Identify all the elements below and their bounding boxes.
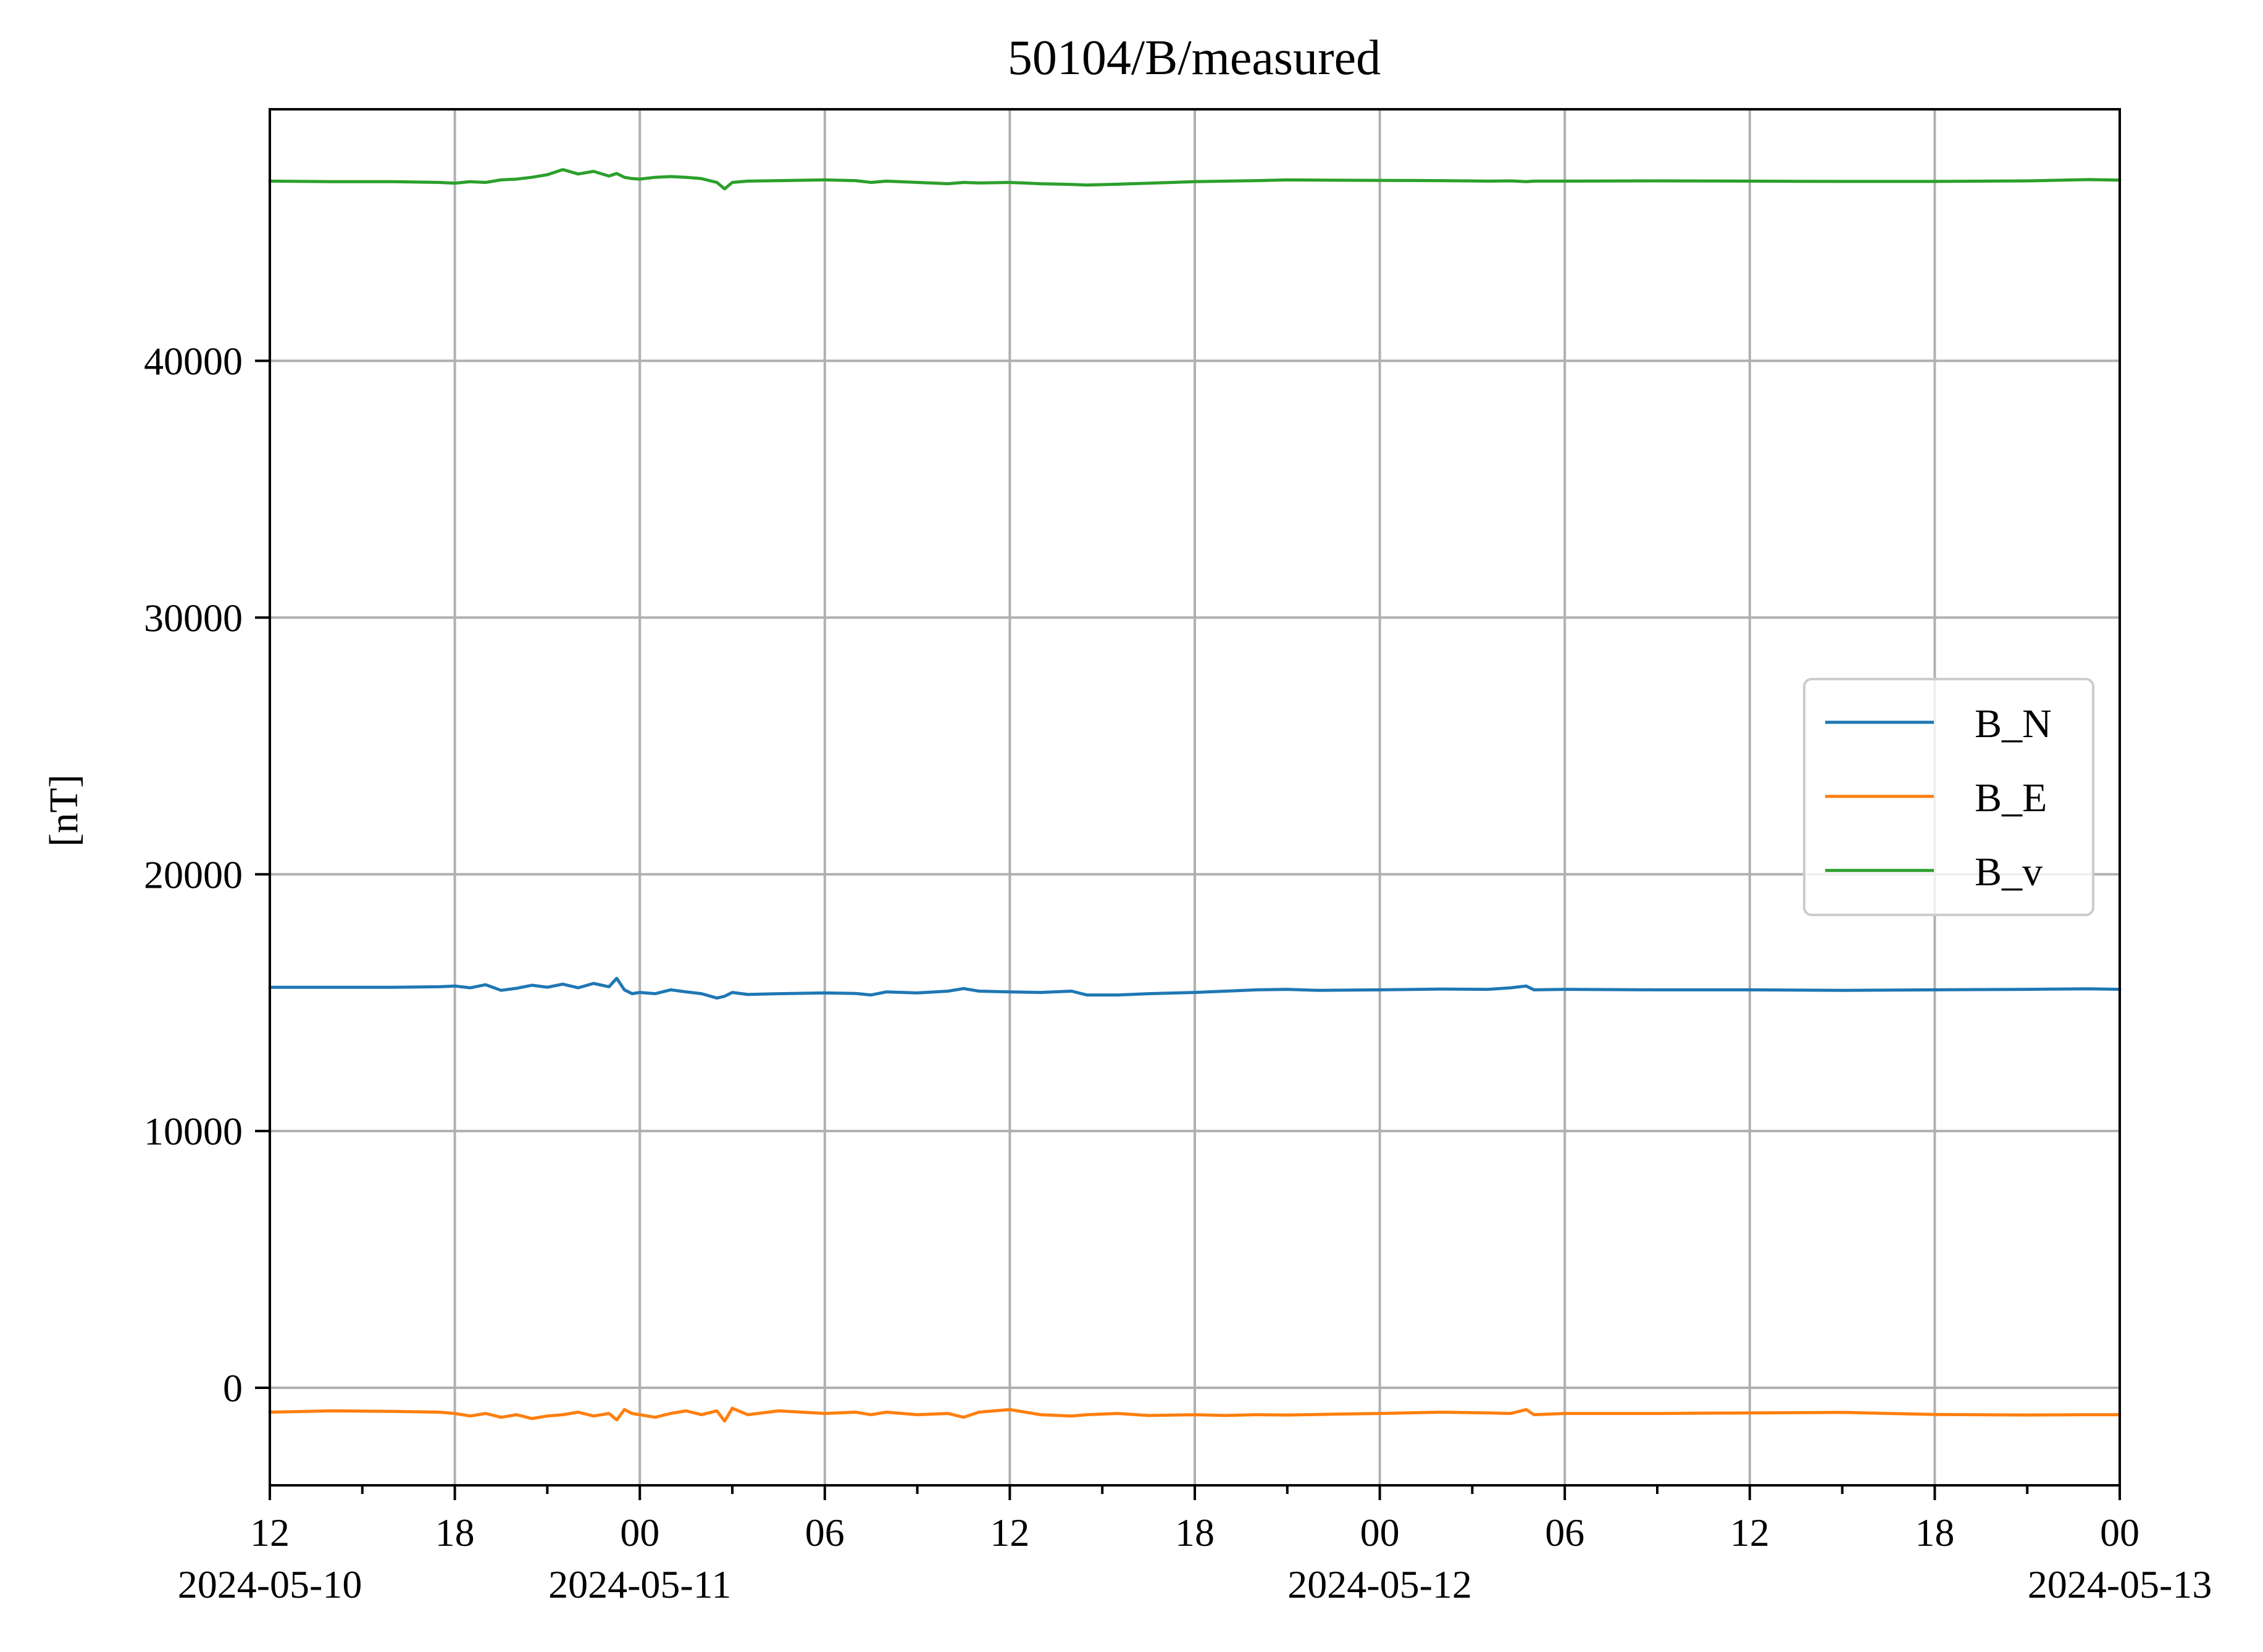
series-line-b-e	[268, 1406, 2122, 1423]
series-line-b-v	[268, 168, 2122, 191]
x-tick-label: 06	[1545, 1511, 1584, 1554]
x-tick-date-label: 2024-05-12	[1287, 1562, 1472, 1606]
legend-label-b-e: B_E	[1975, 775, 2047, 820]
x-tick-label: 18	[1915, 1511, 1954, 1554]
axis-ticks: 12 2024-05-10 18 00 2024-05-11 06 12 18 00 2024-0…	[144, 340, 2212, 1606]
x-tick-label: 00	[2100, 1511, 2140, 1554]
x-tick-date-label: 2024-05-13	[2028, 1562, 2212, 1606]
y-axis-label: [nT]	[41, 774, 86, 846]
legend: B_N B_E B_v	[1803, 678, 2094, 916]
x-tick-label: 00	[620, 1511, 659, 1554]
x-tick-label: 00	[1360, 1511, 1400, 1554]
x-tick-label: 18	[1175, 1511, 1215, 1554]
y-tick-label: 20000	[144, 853, 243, 896]
y-tick-label: 0	[223, 1366, 243, 1410]
y-tick-label: 40000	[144, 340, 243, 383]
x-tick-label: 12	[1730, 1511, 1770, 1554]
series-lines	[268, 168, 2122, 1423]
x-tick-label: 06	[805, 1511, 845, 1554]
x-tick-label: 18	[435, 1511, 475, 1554]
chart-title: 50104/B/measured	[1008, 31, 1381, 85]
series-line-b-n	[268, 977, 2122, 1000]
legend-label-b-n: B_N	[1975, 701, 2052, 746]
y-tick-label: 30000	[144, 596, 243, 640]
x-tick-label: 12	[250, 1511, 290, 1554]
x-tick-label: 12	[990, 1511, 1029, 1554]
legend-label-b-v: B_v	[1975, 849, 2043, 895]
x-tick-date-label: 2024-05-10	[178, 1562, 362, 1606]
x-tick-date-label: 2024-05-11	[548, 1562, 731, 1606]
y-tick-label: 10000	[144, 1109, 243, 1153]
legend-box	[1803, 678, 2094, 916]
